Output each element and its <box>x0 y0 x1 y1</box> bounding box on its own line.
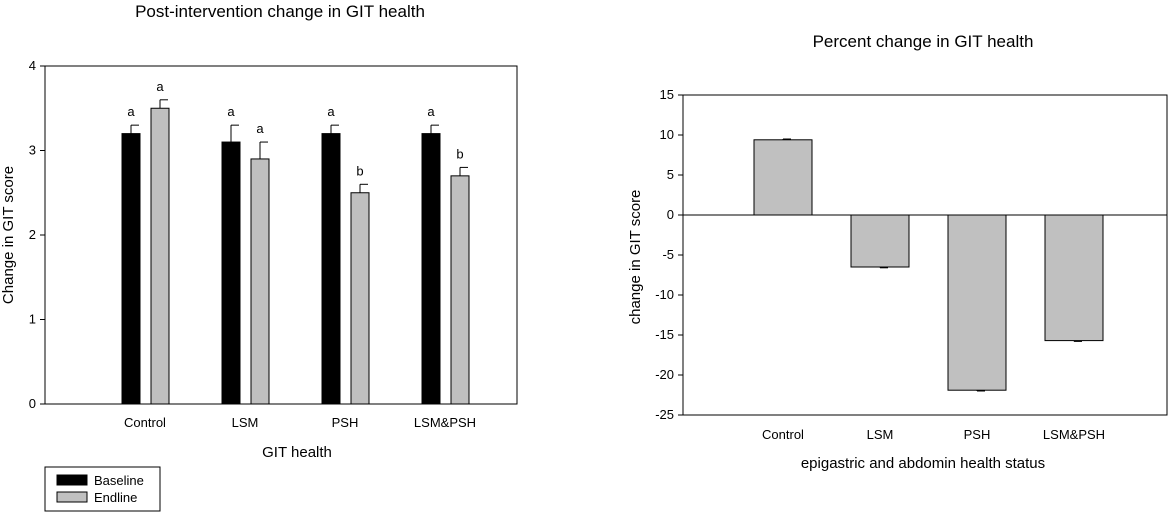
legend-box <box>44 466 161 512</box>
chart-1-y-tick-label: 1 <box>29 312 36 327</box>
chart-2-y-tick-label: 0 <box>667 207 674 222</box>
sig-label-endline-psh: b <box>356 163 363 178</box>
legend-swatch-baseline <box>56 474 88 486</box>
chart-1-y-tick-label: 4 <box>29 58 36 73</box>
chart-1-plot-frame <box>44 65 518 405</box>
bar-percent-lsm-psh <box>1044 214 1104 342</box>
chart-1-x-tick-label: LSM&PSH <box>414 415 476 430</box>
chart-2-y-tick-label: -10 <box>655 287 674 302</box>
chart-1-y-axis-label: Change in GIT score <box>0 166 17 304</box>
sig-label-endline-control: a <box>156 79 164 94</box>
sig-label-endline-lsm: a <box>256 121 264 136</box>
chart-2: Percent change in GIT health -25 -20 -15 -1… <box>627 32 1168 472</box>
sig-label-baseline-lsm: a <box>227 104 235 119</box>
sig-label-baseline-psh: a <box>327 104 335 119</box>
legend-label-baseline: Baseline <box>94 473 144 488</box>
bar-percent-psh <box>947 214 1007 391</box>
chart-1: Post-intervention change in GIT health 0… <box>0 2 518 512</box>
bar-endline-control <box>150 107 170 405</box>
chart-2-x-tick-label: Control <box>762 427 804 442</box>
chart-2-y-tick-label: 5 <box>667 167 674 182</box>
chart-2-y-tick-label: -25 <box>655 407 674 422</box>
chart-1-x-axis-label: GIT health <box>262 444 332 461</box>
bar-endline-lsm <box>250 158 270 405</box>
chart-2-title: Percent change in GIT health <box>813 32 1034 51</box>
chart-1-x-tick-label: Control <box>124 415 166 430</box>
chart-1-y-tick-label: 2 <box>29 227 36 242</box>
sig-label-endline-lsm-psh: b <box>456 146 463 161</box>
bar-percent-control <box>753 139 813 216</box>
chart-1-legend: Baseline Endline <box>44 466 161 512</box>
legend-label-endline: Endline <box>94 490 137 505</box>
bar-endline-psh <box>350 192 370 405</box>
chart-2-y-axis-label: change in GIT score <box>627 190 644 325</box>
bar-baseline-lsm <box>221 141 241 405</box>
chart-2-x-tick-label: LSM <box>867 427 894 442</box>
bar-baseline-psh <box>321 133 341 405</box>
chart-2-y-tick-label: 15 <box>660 87 674 102</box>
legend-swatch-endline <box>56 491 88 503</box>
chart-1-y-tick-label: 0 <box>29 396 36 411</box>
bar-endline-lsm-psh <box>450 175 470 405</box>
chart-2-y-tick-label: 10 <box>660 127 674 142</box>
chart-2-y-tick-label: -20 <box>655 367 674 382</box>
sig-label-baseline-control: a <box>127 104 135 119</box>
sig-label-baseline-lsm-psh: a <box>427 104 435 119</box>
chart-1-x-tick-label: LSM <box>232 415 259 430</box>
chart-2-y-tick-label: -15 <box>655 327 674 342</box>
chart-2-x-tick-label: PSH <box>964 427 991 442</box>
bar-baseline-lsm-psh <box>421 133 441 405</box>
bar-baseline-control <box>121 133 141 405</box>
chart-2-x-tick-label: LSM&PSH <box>1043 427 1105 442</box>
chart-1-title: Post-intervention change in GIT health <box>135 2 425 21</box>
chart-2-y-tick-label: -5 <box>662 247 674 262</box>
chart-1-x-tick-label: PSH <box>332 415 359 430</box>
chart-1-y-tick-label: 3 <box>29 143 36 158</box>
chart-2-x-axis-label: epigastric and abdomin health status <box>801 455 1045 472</box>
bar-percent-lsm <box>850 214 910 268</box>
